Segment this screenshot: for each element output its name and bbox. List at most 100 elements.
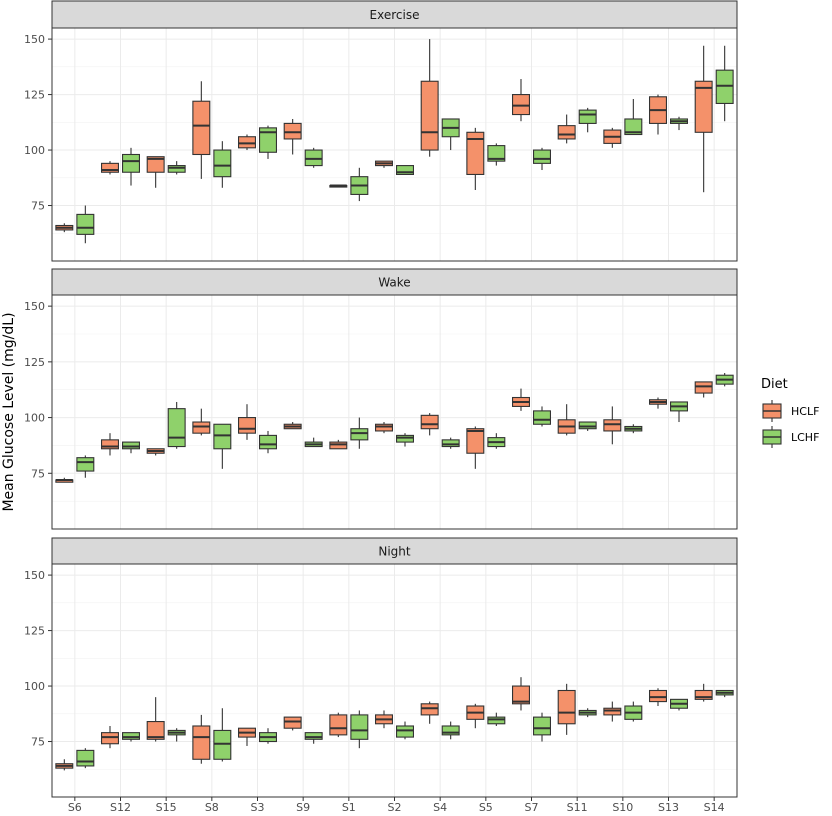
y-axis-title: Mean Glucose Level (mg/dL) <box>1 312 17 511</box>
box-iqr <box>420 80 439 151</box>
box-lchf-s14 <box>715 373 734 387</box>
box-lchf-s1 <box>350 710 369 749</box>
box-iqr <box>396 725 415 738</box>
x-tick-label: S15 <box>156 801 177 814</box>
box-hclf-s5 <box>466 703 485 729</box>
box-iqr <box>487 716 506 725</box>
box-hclf-s9 <box>283 118 302 155</box>
box-lchf-s3 <box>259 728 278 744</box>
box-lchf-s5 <box>487 433 506 449</box>
x-tick-label: S13 <box>658 801 679 814</box>
facet-strip-label: Wake <box>378 276 410 290</box>
box-hclf-s12 <box>100 161 119 175</box>
box-hclf-s8 <box>192 81 211 179</box>
box-iqr <box>648 689 667 703</box>
box-iqr <box>466 428 485 454</box>
box-iqr <box>420 414 439 430</box>
box-hclf-s8 <box>192 714 211 764</box>
x-tick-label: S6 <box>68 801 82 814</box>
box-iqr <box>304 149 323 167</box>
box-iqr <box>396 165 415 176</box>
box-lchf-s9 <box>304 437 323 448</box>
box-iqr <box>213 149 232 178</box>
facet-panel-exercise: Exercise 75 100 125 150 <box>24 0 738 262</box>
facet-strip-label: Exercise <box>370 8 420 22</box>
box-hclf-s13 <box>648 397 667 409</box>
legend: Diet HCLF LCHF <box>761 377 819 448</box>
box-lchf-s6 <box>76 205 95 244</box>
box-lchf-s11 <box>578 708 597 718</box>
y-tick-label: 125 <box>24 356 45 369</box>
box-lchf-s1 <box>350 167 369 202</box>
box-iqr <box>603 707 622 716</box>
box-lchf-s8 <box>213 423 232 469</box>
box-iqr <box>259 127 278 153</box>
y-tick-label: 150 <box>24 569 45 582</box>
box-lchf-s1 <box>350 417 369 449</box>
box-iqr <box>420 703 439 716</box>
box-hclf-s12 <box>100 725 119 749</box>
x-tick-label: S4 <box>433 801 447 814</box>
box-hclf-s1 <box>329 439 348 450</box>
y-tick-label: 100 <box>24 144 45 157</box>
y-tick-label: 125 <box>24 625 45 638</box>
box-iqr <box>441 439 460 448</box>
box-lchf-s9 <box>304 732 323 744</box>
box-iqr <box>557 689 576 725</box>
box-hclf-s9 <box>283 422 302 430</box>
box-lchf-s15 <box>167 728 186 742</box>
box-hclf-s13 <box>648 688 667 707</box>
box-hclf-s14 <box>694 683 713 702</box>
y-tick-label: 125 <box>24 89 45 102</box>
facet-panel-night: Night 75 100 125 150 <box>24 537 738 798</box>
box-lchf-s3 <box>259 430 278 454</box>
box-iqr <box>192 725 211 760</box>
y-tick-label: 150 <box>24 33 45 46</box>
box-hclf-s13 <box>648 94 667 135</box>
x-tick-label: S7 <box>525 801 539 814</box>
box-iqr <box>283 716 302 729</box>
box-iqr <box>100 162 119 173</box>
box-iqr <box>396 434 415 443</box>
facet-strip <box>51 537 738 565</box>
y-tick-label: 100 <box>24 412 45 425</box>
facet-strip-label: Night <box>378 545 411 559</box>
box-lchf-s5 <box>487 712 506 726</box>
box-hclf-s14 <box>694 45 713 193</box>
box-iqr <box>122 732 141 740</box>
box-iqr <box>603 419 622 432</box>
box-hclf-s9 <box>283 716 302 731</box>
y-tick-label: 75 <box>31 200 45 213</box>
box-iqr <box>511 94 530 116</box>
box-hclf-s5 <box>466 426 485 469</box>
legend-item-label: LCHF <box>791 431 819 444</box>
box-lchf-s15 <box>167 401 186 449</box>
legend-item-hclf: HCLF <box>762 400 819 422</box>
box-iqr <box>329 441 348 450</box>
y-tick-label: 75 <box>31 736 45 749</box>
box-lchf-s13 <box>670 698 689 711</box>
box-iqr <box>213 729 232 760</box>
box-hclf-s6 <box>55 223 74 233</box>
box-lchf-s12 <box>122 147 141 186</box>
box-lchf-s11 <box>578 107 597 133</box>
box-hclf-s15 <box>146 448 165 456</box>
box-lchf-s2 <box>396 433 415 447</box>
box-iqr <box>259 434 278 450</box>
box-hclf-s7 <box>511 79 530 122</box>
box-iqr <box>283 122 302 140</box>
box-iqr <box>374 423 393 432</box>
box-hclf-s6 <box>55 477 74 483</box>
box-iqr <box>350 428 369 441</box>
box-lchf-s8 <box>213 141 232 188</box>
box-lchf-s4 <box>441 118 460 151</box>
facet-strip <box>51 0 738 29</box>
box-iqr <box>578 109 597 124</box>
box-lchf-s2 <box>396 721 415 740</box>
box-iqr <box>715 69 734 104</box>
box-hclf-s1 <box>329 184 348 188</box>
x-tick-label: S3 <box>251 801 265 814</box>
box-iqr <box>441 725 460 736</box>
box-iqr <box>237 136 256 149</box>
box-hclf-s4 <box>420 39 439 157</box>
